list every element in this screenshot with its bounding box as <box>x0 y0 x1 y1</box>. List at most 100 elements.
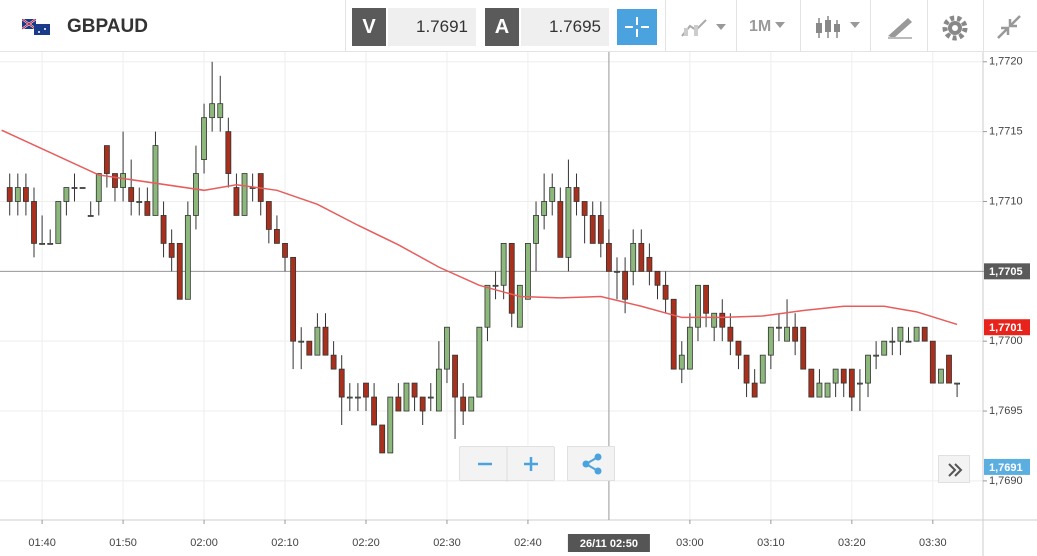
timeframe-button[interactable]: 1M <box>749 18 772 35</box>
price-tag-label: 1,7705 <box>989 266 1023 278</box>
x-tick-label: 02:40 <box>514 537 542 549</box>
separator <box>983 0 984 52</box>
candle-body <box>484 284 491 328</box>
candle-body <box>160 215 167 244</box>
candle-body <box>638 242 645 272</box>
candle-body <box>808 368 815 398</box>
x-tick-label: 01:50 <box>109 537 137 549</box>
draw-button[interactable] <box>886 14 914 40</box>
share-button[interactable] <box>567 446 615 481</box>
settings-button[interactable] <box>941 14 969 42</box>
separator <box>870 0 871 52</box>
candle-body <box>274 229 280 244</box>
candle-body <box>743 354 750 384</box>
candle-body <box>233 187 240 216</box>
candle-body <box>873 354 880 357</box>
candle-body <box>476 326 483 398</box>
candle-body <box>363 382 369 398</box>
candle-body <box>144 201 151 216</box>
candle-body <box>848 368 855 398</box>
candle-body <box>209 103 216 119</box>
x-tick-label: 01:40 <box>28 537 56 549</box>
candle-body <box>751 382 758 398</box>
candle-body <box>31 201 37 244</box>
candle-body <box>954 382 960 385</box>
bid-price[interactable]: 1.7691 <box>388 8 476 46</box>
candle-body <box>840 368 847 384</box>
crosshair-time-tag <box>567 534 650 552</box>
flag-icon <box>22 19 50 35</box>
separator <box>736 0 737 52</box>
candle-body <box>152 145 159 216</box>
candle-body <box>549 187 556 202</box>
candle-body <box>47 242 54 245</box>
candle-body <box>411 382 418 398</box>
candle-body <box>419 396 426 412</box>
candle-body <box>79 187 86 189</box>
candle-body <box>6 187 13 202</box>
crosshair-button[interactable] <box>617 9 657 45</box>
candle-body <box>23 187 29 202</box>
x-tick-label: 02:00 <box>190 537 218 549</box>
ask-price[interactable]: 1.7695 <box>521 8 609 46</box>
y-tick-label: 1,7715 <box>989 126 1023 138</box>
candle-body <box>929 340 936 384</box>
candle-body <box>403 382 410 412</box>
moving-average-line <box>1 129 958 326</box>
candle-body <box>298 340 305 343</box>
candle-body <box>678 354 685 370</box>
candle-body <box>168 242 175 258</box>
candle-body <box>95 173 102 202</box>
candle-body <box>193 173 199 216</box>
candle-body <box>371 396 378 426</box>
candle-body <box>314 326 321 356</box>
candle-body <box>265 201 272 230</box>
bid-label[interactable]: V <box>352 8 386 46</box>
candle-body <box>767 326 774 356</box>
candle-body <box>444 326 450 370</box>
candle-body <box>937 368 944 384</box>
zoom-icons[interactable] <box>460 447 556 482</box>
candle-body <box>881 340 888 356</box>
x-tick-label: 03:30 <box>919 537 947 549</box>
candle-body <box>662 284 669 300</box>
candle-body <box>184 215 191 300</box>
candle-body <box>379 424 386 454</box>
collapse-button[interactable] <box>996 14 1022 40</box>
y-tick-label: 1,7690 <box>989 475 1023 487</box>
candle-body <box>889 340 896 343</box>
scroll-right-button[interactable] <box>938 455 970 483</box>
y-tick-label: 1,7700 <box>989 335 1023 347</box>
candle-body <box>557 201 564 258</box>
candle-body <box>176 242 183 300</box>
candle-body <box>201 117 207 160</box>
candle-body <box>508 242 515 314</box>
price-tag <box>984 263 1030 280</box>
ask-label[interactable]: A <box>485 8 519 46</box>
candle-body <box>800 326 807 370</box>
candle-body <box>776 326 782 329</box>
candle-type-button[interactable] <box>814 14 862 42</box>
candle-body <box>913 326 920 342</box>
candle-body <box>646 256 653 272</box>
candle-body <box>136 201 143 203</box>
candle-body <box>824 382 831 398</box>
x-tick-label: 03:10 <box>757 537 785 549</box>
candle-body <box>857 382 863 385</box>
candle-body <box>435 368 442 412</box>
candle-body <box>573 187 580 202</box>
candle-body <box>816 382 823 398</box>
candle-body <box>735 340 742 356</box>
candle-body <box>338 368 345 398</box>
toolbar: GBPAUD V 1.7691 A 1.7695 1M <box>0 0 1037 52</box>
candle-body <box>759 354 766 384</box>
candle-body <box>565 187 572 258</box>
dropdown-arrow <box>775 22 785 28</box>
chart-type-button[interactable] <box>680 16 728 38</box>
candle-body <box>589 215 596 244</box>
candle-body <box>670 298 677 370</box>
x-tick-label: 02:10 <box>271 537 299 549</box>
x-tick-label: 02:20 <box>352 537 380 549</box>
price-tag <box>984 458 1030 475</box>
zoom-controls <box>459 446 556 482</box>
